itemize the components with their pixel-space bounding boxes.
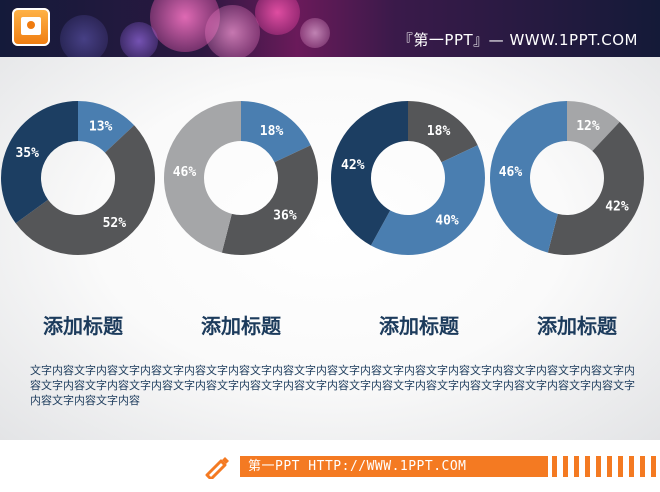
- bokeh-light: [205, 5, 260, 57]
- donut-1-slice-1: [78, 101, 135, 153]
- donut-4-label-3: 46%: [499, 165, 523, 180]
- donut-4-slice-3: [490, 101, 567, 253]
- donut-2-slice-3: [164, 101, 241, 253]
- donut-1-label-2: 52%: [103, 216, 127, 231]
- donut-4-label-1: 12%: [576, 119, 600, 134]
- donut-1-slice-2: [15, 125, 156, 256]
- donut-3-slice-1: [408, 101, 478, 163]
- donut-2-label-3: 46%: [173, 165, 197, 180]
- powerpoint-icon: [12, 8, 50, 46]
- donut-1-slice-3: [0, 101, 78, 224]
- donut-1-label-1: 13%: [89, 120, 113, 135]
- donut-2-label-1: 18%: [260, 124, 284, 139]
- donut-3-label-3: 42%: [341, 158, 365, 173]
- donut-4-slice-2: [547, 121, 644, 255]
- bokeh-light: [120, 22, 158, 57]
- donut-2-slice-1: [241, 101, 311, 163]
- footer-url: 第一PPT HTTP://WWW.1PPT.COM: [240, 456, 548, 477]
- donut-3-slice-2: [370, 145, 485, 256]
- header-banner: 『第一PPT』— WWW.1PPT.COM: [0, 0, 660, 57]
- donut-2-slice-2: [221, 145, 318, 255]
- footer-stripes: [552, 456, 660, 477]
- donut-2-label-2: 36%: [273, 208, 297, 223]
- donut-charts: 13% 52% 35% 18% 36% 46% 18% 40% 42% 12% 42% 46%: [0, 101, 644, 256]
- chart-title-4: 添加标题: [537, 314, 617, 338]
- bokeh-light: [300, 18, 330, 48]
- donut-3-label-1: 18%: [427, 124, 451, 139]
- chart-title-3: 添加标题: [379, 314, 459, 338]
- donut-3-label-2: 40%: [435, 214, 459, 229]
- donut-4-label-2: 42%: [605, 199, 629, 214]
- chart-title-1: 添加标题: [43, 314, 123, 338]
- chart-title-2: 添加标题: [201, 314, 281, 338]
- bokeh-light: [255, 0, 300, 35]
- brand-text: 『第一PPT』— WWW.1PPT.COM: [397, 31, 638, 49]
- bokeh-light: [60, 15, 108, 57]
- body-text: 文字内容文字内容文字内容文字内容文字内容文字内容文字内容文字内容文字内容文字内容…: [30, 364, 635, 407]
- donut-3-slice-3: [330, 101, 408, 246]
- donut-1-label-3: 35%: [15, 146, 39, 161]
- pen-icon: [205, 457, 229, 479]
- donut-4-slice-1: [567, 101, 620, 152]
